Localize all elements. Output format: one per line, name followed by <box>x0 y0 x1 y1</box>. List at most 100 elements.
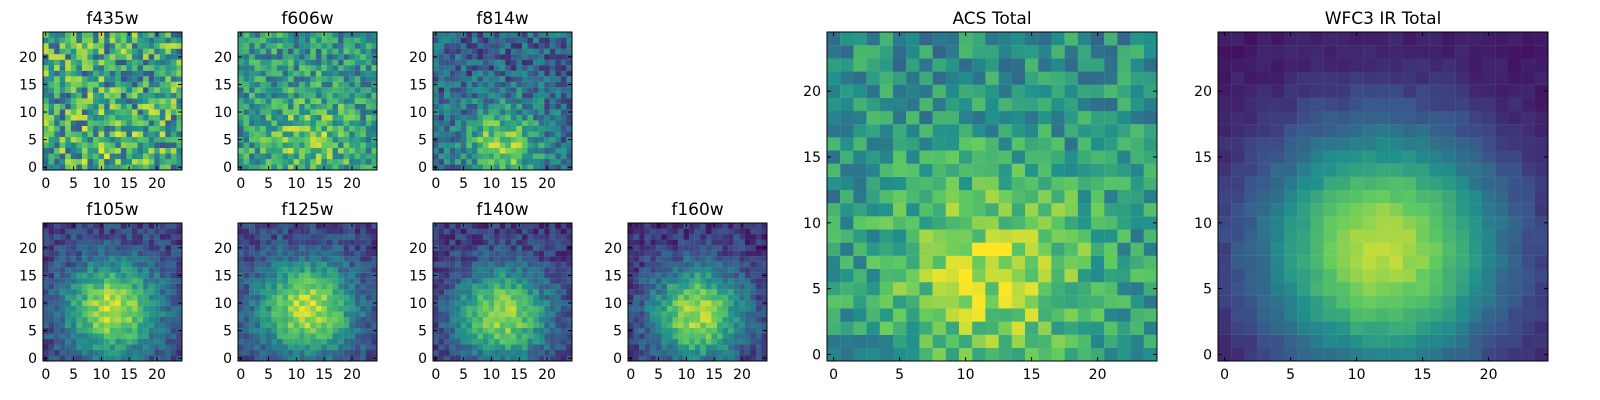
heatmap-cell <box>48 327 55 334</box>
heatmap-cell <box>310 92 316 99</box>
heatmap-cell <box>43 305 49 312</box>
heatmap-cell <box>538 294 545 301</box>
heatmap-cell <box>243 147 250 154</box>
heatmap-cell <box>87 294 94 301</box>
heatmap-cell <box>555 147 562 154</box>
heatmap-cell <box>683 245 690 251</box>
heatmap-cell <box>354 333 361 340</box>
heatmap-cell <box>477 37 484 44</box>
heatmap-cell <box>143 294 149 301</box>
heatmap-cell <box>650 245 656 251</box>
heatmap-cell <box>349 136 355 143</box>
heatmap-cell <box>644 245 651 251</box>
heatmap-cell <box>1038 189 1052 204</box>
heatmap-cell <box>544 327 550 334</box>
heatmap-cell <box>115 87 121 93</box>
heatmap-cell <box>433 289 439 295</box>
heatmap-cell <box>288 355 294 362</box>
heatmap-cell <box>343 48 350 55</box>
heatmap-cell <box>254 311 261 317</box>
heatmap-cell <box>98 103 105 110</box>
heatmap-cell <box>293 147 300 154</box>
heatmap-cell <box>527 256 534 262</box>
heatmap-cell <box>170 223 177 229</box>
heatmap-cell <box>544 311 550 317</box>
heatmap-cell <box>566 322 573 329</box>
heatmap-cell <box>365 311 372 317</box>
heatmap-cell <box>170 311 177 317</box>
heatmap-cell <box>1077 242 1092 256</box>
y-tick-label: 5 <box>418 133 427 149</box>
heatmap-cell <box>159 234 166 240</box>
heatmap-cell <box>131 278 138 284</box>
heatmap-cell <box>566 142 573 149</box>
heatmap-cell <box>276 316 283 323</box>
heatmap-cell <box>288 349 294 356</box>
heatmap-cell <box>538 355 545 362</box>
heatmap-cell <box>338 316 344 323</box>
heatmap-cell <box>827 229 841 243</box>
heatmap-cell <box>700 228 706 235</box>
heatmap-cell <box>159 349 166 356</box>
heatmap-cell <box>650 267 656 273</box>
heatmap-cell <box>343 267 350 273</box>
heatmap-cell <box>249 114 255 121</box>
heatmap-cell <box>477 344 484 351</box>
heatmap-cell <box>728 327 734 334</box>
heatmap-cell <box>722 256 729 262</box>
heatmap-cell <box>538 234 545 240</box>
heatmap-cell <box>932 308 946 322</box>
heatmap-cell <box>282 344 289 351</box>
heatmap-cell <box>59 131 66 138</box>
heatmap-cell <box>460 311 467 317</box>
heatmap-cell <box>131 316 138 323</box>
heatmap-cell <box>293 76 300 82</box>
heatmap-cell <box>716 228 723 235</box>
heatmap-cell <box>365 81 372 88</box>
heatmap-cell <box>433 70 439 77</box>
heatmap-cell <box>271 114 278 121</box>
heatmap-cell <box>449 120 456 126</box>
heatmap-cell <box>238 289 244 295</box>
heatmap-cell <box>840 334 854 348</box>
heatmap-cell <box>728 261 734 268</box>
heatmap-cell <box>533 81 539 88</box>
heatmap-cell <box>516 37 523 44</box>
heatmap-cell <box>315 289 322 295</box>
heatmap-cell <box>510 338 517 345</box>
heatmap-cell <box>87 256 94 262</box>
heatmap-cell <box>321 261 328 268</box>
heatmap-cell <box>555 228 562 235</box>
heatmap-cell <box>365 70 372 77</box>
heatmap-cell <box>516 305 523 312</box>
axis-frame-3 <box>42 222 183 362</box>
heatmap-cell <box>343 223 350 229</box>
heatmap-cell <box>471 316 478 323</box>
heatmap-cell <box>499 294 506 301</box>
heatmap-cell <box>104 272 110 279</box>
heatmap-cell <box>438 327 445 334</box>
heatmap-cell <box>70 136 77 143</box>
heatmap-cell <box>176 267 183 273</box>
x-tick-label: 0 <box>41 176 50 192</box>
heatmap-cell <box>483 245 489 251</box>
heatmap-cell <box>666 355 673 362</box>
heatmap-cell <box>131 355 138 362</box>
heatmap-cell <box>338 65 344 71</box>
heatmap-cell <box>494 316 500 323</box>
heatmap-cell <box>176 316 183 323</box>
heatmap-cell <box>304 59 311 66</box>
heatmap-cell <box>371 316 378 323</box>
heatmap-cell <box>109 103 116 110</box>
heatmap-cell <box>494 43 500 49</box>
heatmap-cell <box>866 347 880 362</box>
heatmap-cell <box>249 125 255 132</box>
heatmap-cell <box>1091 216 1105 230</box>
heatmap-cell <box>288 37 294 44</box>
heatmap-cell <box>65 164 71 171</box>
heatmap-cell <box>555 59 562 66</box>
heatmap-cell <box>165 305 172 312</box>
heatmap-cell <box>249 158 255 165</box>
heatmap-cell <box>338 327 344 334</box>
